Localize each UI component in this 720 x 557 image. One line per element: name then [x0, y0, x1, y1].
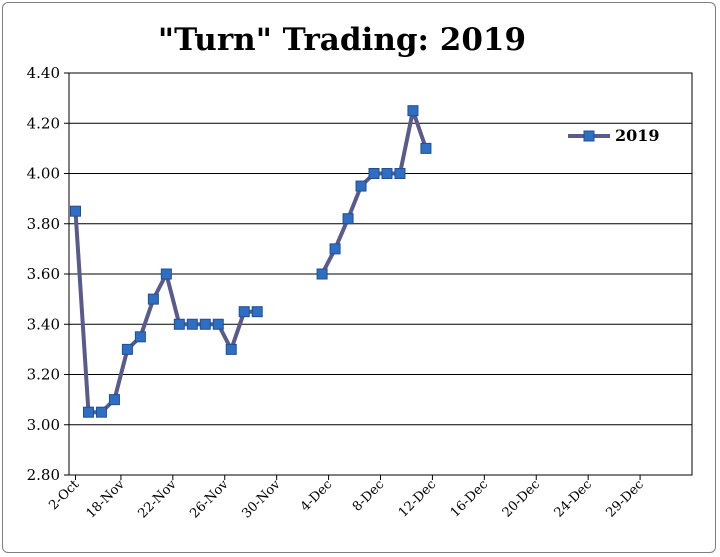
x-tick-label: 20-Dec	[500, 477, 543, 520]
x-tick-label: 24-Dec	[552, 477, 595, 520]
data-point	[394, 168, 406, 179]
data-point	[355, 180, 367, 192]
data-point	[420, 142, 432, 154]
data-point	[108, 394, 120, 406]
y-tick-label: 4.00	[27, 165, 60, 183]
y-tick-label: 3.40	[27, 315, 60, 333]
y-tick-label: 4.40	[27, 64, 60, 82]
y-tick-label: 3.20	[27, 366, 60, 384]
data-point	[381, 168, 393, 179]
series-2019	[69, 105, 432, 418]
y-tick-label: 2.80	[27, 466, 60, 484]
x-tick-label: 30-Nov	[239, 477, 284, 522]
x-tick-label: 18-Nov	[84, 477, 129, 522]
data-point	[173, 318, 185, 330]
y-axis-ticks: 2.80 3.00 3.20 3.40 3.60 3.80 4.00 4.20 4.40	[27, 64, 69, 484]
x-tick-label: 4-Dec	[298, 477, 336, 515]
data-point	[160, 268, 172, 280]
data-point	[147, 293, 159, 305]
legend-marker	[583, 130, 595, 142]
data-point	[212, 318, 224, 330]
x-tick-label: 26-Nov	[187, 477, 232, 522]
plot-area	[68, 72, 693, 476]
x-tick-label: 29-Dec	[604, 477, 647, 520]
data-point	[69, 205, 81, 217]
data-point	[95, 406, 107, 418]
chart-title: "Turn" Trading: 2019	[157, 22, 527, 58]
y-tick-label: 3.80	[27, 215, 60, 233]
y-tick-label: 3.60	[27, 265, 60, 283]
data-point	[407, 105, 419, 117]
data-point	[238, 306, 250, 318]
data-point	[82, 406, 94, 418]
x-tick-label: 16-Dec	[448, 477, 491, 520]
data-point	[121, 343, 133, 355]
legend-label: 2019	[615, 126, 660, 145]
data-point	[329, 243, 341, 255]
x-tick-label: 22-Nov	[135, 477, 180, 522]
x-tick-label: 8-Dec	[350, 477, 388, 515]
data-point	[251, 306, 263, 318]
data-point	[134, 331, 146, 343]
data-point	[316, 268, 328, 280]
y-tick-label: 3.00	[27, 416, 60, 434]
y-tick-label: 4.20	[27, 114, 60, 132]
series-line	[73, 211, 258, 415]
x-axis-ticks: 2-Oct 18-Nov 22-Nov 26-Nov 30-Nov 4-Dec 8-Dec 1…	[46, 475, 647, 521]
data-point	[225, 343, 237, 355]
legend: 2019	[568, 126, 660, 145]
data-point	[342, 213, 354, 225]
data-point	[199, 318, 211, 330]
data-point	[186, 318, 198, 330]
x-tick-label: 12-Dec	[396, 477, 439, 520]
data-point	[368, 168, 380, 179]
